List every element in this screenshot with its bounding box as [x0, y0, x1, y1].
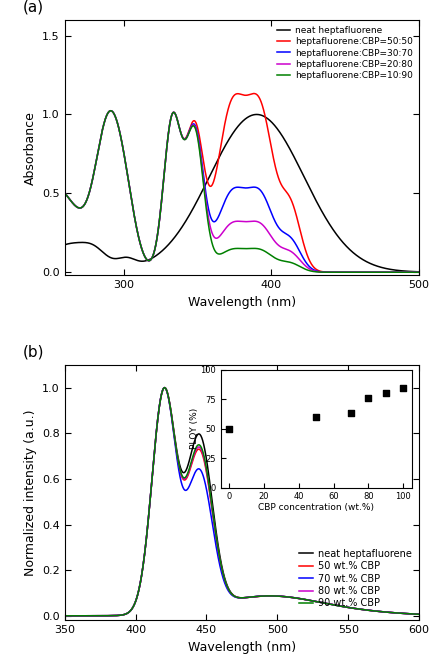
Y-axis label: Absorbance: Absorbance — [24, 111, 37, 185]
Y-axis label: Normalized intensity (a.u.): Normalized intensity (a.u.) — [24, 409, 37, 576]
Text: (b): (b) — [22, 345, 44, 360]
Legend: neat heptafluorene, heptafluorene:CBP=50:50, heptafluorene:CBP=30:70, heptafluor: neat heptafluorene, heptafluorene:CBP=50… — [275, 24, 415, 82]
X-axis label: Wavelength (nm): Wavelength (nm) — [188, 641, 296, 654]
Text: (a): (a) — [22, 0, 44, 15]
Legend: neat heptafluorene, 50 wt.% CBP, 70 wt.% CBP, 80 wt.% CBP, 90 wt.% CBP: neat heptafluorene, 50 wt.% CBP, 70 wt.%… — [297, 547, 414, 610]
X-axis label: Wavelength (nm): Wavelength (nm) — [188, 296, 296, 309]
